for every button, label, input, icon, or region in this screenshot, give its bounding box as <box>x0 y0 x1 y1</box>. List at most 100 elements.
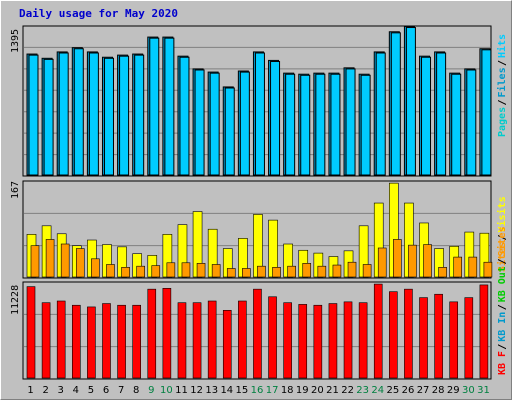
bar-kbytes <box>268 296 277 379</box>
bar-sites <box>60 243 70 278</box>
bar-kbytes <box>56 300 66 379</box>
bar-sites <box>136 265 145 278</box>
bar-kbytes <box>238 300 247 379</box>
bar-files <box>149 37 160 176</box>
day-label: 30 <box>462 385 475 396</box>
bar-kbytes <box>253 288 262 379</box>
bar-kbytes <box>117 304 126 379</box>
day-label: 1 <box>27 385 33 396</box>
bar-kbytes <box>207 300 217 379</box>
bar-files <box>43 58 54 176</box>
bar-sites <box>196 263 206 278</box>
bar-files <box>254 52 265 176</box>
day-label: 8 <box>133 385 139 396</box>
day-label: 6 <box>103 385 109 396</box>
bar-kbytes <box>192 302 202 379</box>
legend-kbytes-0: KB F <box>497 351 508 375</box>
legend-separator: / <box>497 258 508 264</box>
day-label: 26 <box>402 385 415 396</box>
day-label: 27 <box>417 385 430 396</box>
legend-separator: / <box>497 234 508 240</box>
bar-sites <box>75 248 85 278</box>
bar-sites <box>408 244 417 278</box>
day-label: 7 <box>118 385 124 396</box>
day-label: 10 <box>160 385 173 396</box>
bar-sites <box>257 265 266 278</box>
bar-files <box>270 60 281 176</box>
day-label: 18 <box>281 385 294 396</box>
bar-files <box>88 52 99 176</box>
bar-sites <box>287 265 296 278</box>
bar-kbytes <box>283 302 292 379</box>
chart-title: Daily usage for May 2020 <box>19 7 178 20</box>
bar-files <box>436 52 447 176</box>
bar-files <box>300 74 311 176</box>
day-label: 14 <box>220 385 233 396</box>
bar-files <box>119 55 130 176</box>
day-label: 21 <box>326 385 339 396</box>
day-label: 29 <box>447 385 460 396</box>
bar-kbytes <box>132 304 141 379</box>
bar-sites <box>166 262 176 278</box>
day-label: 24 <box>371 385 384 396</box>
day-label: 11 <box>175 385 188 396</box>
bar-kbytes <box>373 283 383 379</box>
bar-files <box>194 69 205 176</box>
bar-files <box>466 69 477 176</box>
bar-kbytes <box>389 291 398 379</box>
scale-label-hits: 1395 <box>10 29 21 53</box>
day-label: 3 <box>58 385 64 396</box>
bar-files <box>179 56 190 176</box>
bar-files <box>451 73 462 176</box>
bar-sites <box>468 256 478 278</box>
day-label: 20 <box>311 385 324 396</box>
bar-files <box>73 48 84 176</box>
scale-label-kbytes: 11228 <box>10 285 21 315</box>
bar-files <box>209 72 220 176</box>
bar-sites <box>272 267 281 278</box>
bar-sites <box>438 267 447 278</box>
bar-files <box>390 32 401 176</box>
day-label: 31 <box>477 385 490 396</box>
legend-hits-1: Files <box>496 67 508 97</box>
bar-sites <box>347 261 357 278</box>
bar-kbytes <box>343 301 353 379</box>
bar-files <box>58 52 69 176</box>
bar-sites <box>302 263 312 278</box>
day-label: 25 <box>387 385 400 396</box>
day-label: 15 <box>236 385 249 396</box>
bar-files <box>134 54 145 176</box>
day-label: 13 <box>205 385 218 396</box>
panel-kbytes-border <box>22 281 492 380</box>
legend-kbytes-3: Sites <box>496 226 508 256</box>
bar-sites <box>317 265 327 278</box>
bar-sites <box>332 264 342 278</box>
day-label: 12 <box>190 385 203 396</box>
day-label: 23 <box>356 385 369 396</box>
bar-kbytes <box>162 288 172 379</box>
bar-files <box>330 73 341 176</box>
bar-sites <box>106 264 115 278</box>
legend-kbytes-1: KB In <box>497 312 508 342</box>
bar-sites <box>423 244 432 278</box>
day-label: 4 <box>73 385 79 396</box>
bar-files <box>360 74 371 176</box>
bar-kbytes <box>177 302 187 379</box>
day-label: 16 <box>251 385 264 396</box>
panel-visits-border <box>22 180 492 279</box>
bar-kbytes <box>41 302 51 379</box>
bar-kbytes <box>298 304 308 379</box>
bar-kbytes <box>434 293 443 379</box>
bar-kbytes <box>479 284 489 379</box>
bar-files <box>421 56 432 176</box>
bar-sites <box>483 261 493 278</box>
legend-visits-1: Visits <box>496 196 508 232</box>
bar-sites <box>91 258 100 278</box>
day-label: 2 <box>42 385 48 396</box>
bar-kbytes <box>358 302 368 379</box>
bar-kbytes <box>313 304 323 379</box>
bar-files <box>405 27 416 176</box>
legend-separator: / <box>497 99 508 105</box>
bar-sites <box>453 256 463 278</box>
bar-kbytes <box>449 301 459 379</box>
